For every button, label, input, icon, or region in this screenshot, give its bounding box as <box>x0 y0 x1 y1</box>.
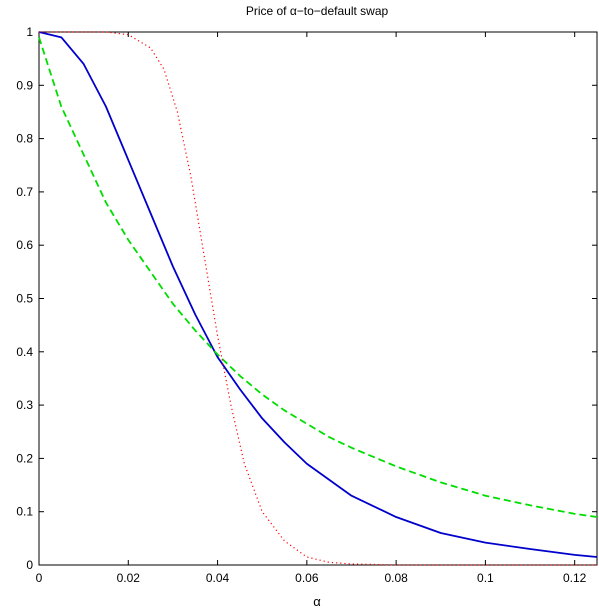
y-tick-label: 0.6 <box>16 238 33 252</box>
y-tick-label: 0.5 <box>16 292 33 306</box>
x-tick-label: 0.1 <box>477 571 494 585</box>
x-tick-label: 0.02 <box>117 571 141 585</box>
y-tick-label: 0.3 <box>16 398 33 412</box>
chart-title: Price of α−to−default swap <box>246 4 389 18</box>
x-tick-label: 0.12 <box>563 571 587 585</box>
x-tick-label: 0.04 <box>206 571 230 585</box>
series-line-solid <box>38 31 598 558</box>
y-tick-label: 0.9 <box>16 78 33 92</box>
y-tick-label: 0.2 <box>16 451 33 465</box>
y-tick-label: 0.1 <box>16 505 33 519</box>
y-tick-label: 0.8 <box>16 132 33 146</box>
y-tick-label: 1 <box>26 25 33 39</box>
x-tick-label: 0.06 <box>295 571 319 585</box>
plot-frame <box>38 31 598 566</box>
y-tick-label: 0.4 <box>16 345 33 359</box>
x-tick-label: 0 <box>36 571 43 585</box>
x-axis-label: α <box>313 594 321 609</box>
series-line-dashed <box>38 37 598 518</box>
y-tick-label: 0.7 <box>16 185 33 199</box>
y-tick-label: 0 <box>26 558 33 572</box>
x-tick-label: 0.08 <box>384 571 408 585</box>
axis-ticks: 0 0.02 0.04 0.06 0.08 0.1 0.12 0 0.1 0.2 0.3 0.4 0.5… <box>16 25 597 585</box>
series-layer <box>38 31 598 566</box>
